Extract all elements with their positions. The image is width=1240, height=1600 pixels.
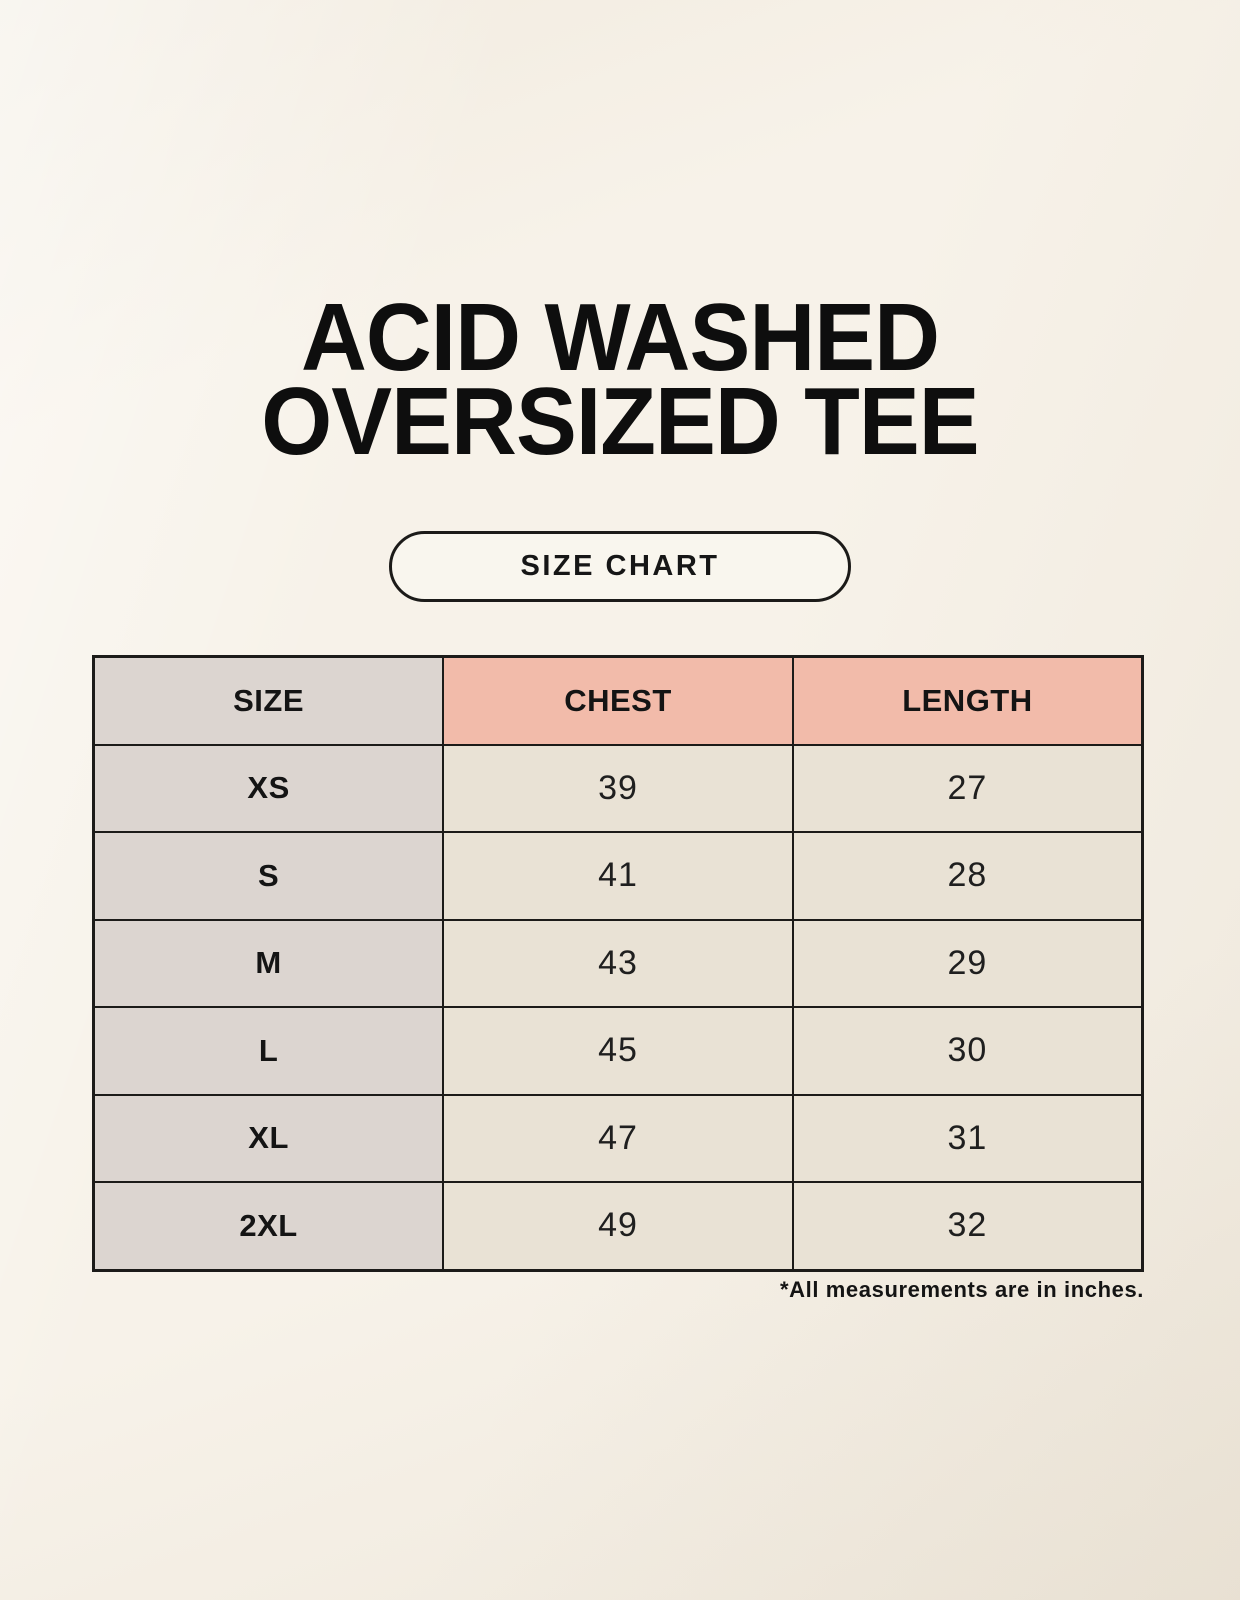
size-label: M (92, 918, 445, 1008)
table-row: M 43 29 (92, 918, 1144, 1008)
chest-value: 43 (442, 918, 794, 1008)
product-title-line1: ACID WASHED (300, 284, 940, 391)
size-table: SIZE CHEST LENGTH XS 39 27 S 41 28 M 43 … (92, 655, 1144, 1272)
length-value: 27 (791, 743, 1144, 833)
length-value: 29 (791, 918, 1144, 1008)
header-cell-length: LENGTH (791, 655, 1144, 746)
size-label: S (92, 831, 445, 921)
size-label: 2XL (92, 1181, 445, 1271)
table-row: 2XL 49 32 (92, 1181, 1144, 1271)
size-chart-button-label: SIZE CHART (520, 550, 720, 582)
table-row: XL 47 31 (92, 1093, 1144, 1183)
product-title: ACID WASHED OVERSIZED TEE (31, 290, 1209, 470)
length-value: 28 (791, 831, 1144, 921)
size-chart-button[interactable]: SIZE CHART (389, 531, 851, 602)
table-row: S 41 28 (92, 831, 1144, 921)
length-value: 31 (791, 1093, 1144, 1183)
chest-value: 39 (442, 743, 794, 833)
chest-value: 47 (442, 1093, 794, 1183)
header-cell-size: SIZE (92, 655, 445, 746)
product-title-line2: OVERSIZED TEE (261, 368, 979, 476)
measurements-footnote: *All measurements are in inches. (779, 1277, 1144, 1302)
header-cell-chest: CHEST (442, 655, 794, 746)
table-row: L 45 30 (92, 1006, 1144, 1096)
chest-value: 45 (442, 1006, 794, 1096)
table-header-row: SIZE CHEST LENGTH (92, 655, 1144, 746)
length-value: 30 (791, 1006, 1144, 1096)
size-label: XS (92, 743, 445, 833)
size-label: L (92, 1006, 445, 1096)
chest-value: 41 (442, 831, 794, 921)
chest-value: 49 (442, 1181, 794, 1271)
length-value: 32 (791, 1181, 1144, 1271)
size-label: XL (92, 1093, 445, 1183)
table-row: XS 39 27 (92, 743, 1144, 833)
